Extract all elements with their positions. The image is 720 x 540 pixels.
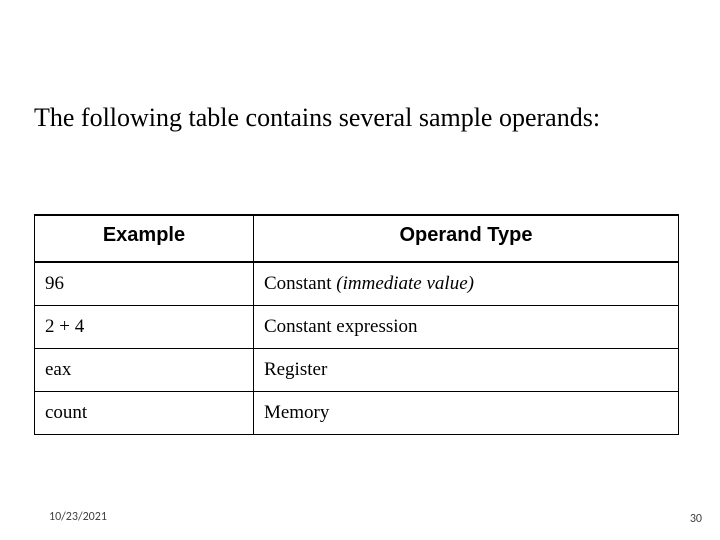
table-header-row: Example Operand Type <box>35 215 679 262</box>
operand-table: Example Operand Type 96 Constant (immedi… <box>34 214 679 435</box>
table-row: count Memory <box>35 392 679 435</box>
col-header-operand-type: Operand Type <box>253 215 678 262</box>
type-text: Constant <box>264 273 336 294</box>
footer-page-number: 30 <box>690 512 702 526</box>
operand-table-wrap: Example Operand Type 96 Constant (immedi… <box>34 214 679 435</box>
table-row: eax Register <box>35 349 679 392</box>
type-text: Memory <box>264 402 329 423</box>
type-text: Register <box>264 359 327 380</box>
cell-type: Register <box>253 349 678 392</box>
table-row: 2 + 4 Constant expression <box>35 306 679 349</box>
type-italic: (immediate value) <box>336 273 474 294</box>
cell-example: count <box>35 392 254 435</box>
slide: The following table contains several sam… <box>0 0 720 540</box>
type-text: Constant expression <box>264 316 418 337</box>
cell-example: eax <box>35 349 254 392</box>
cell-type: Constant expression <box>253 306 678 349</box>
cell-example: 96 <box>35 262 254 306</box>
cell-example: 2 + 4 <box>35 306 254 349</box>
cell-type: Memory <box>253 392 678 435</box>
table-row: 96 Constant (immediate value) <box>35 262 679 306</box>
col-header-example: Example <box>35 215 254 262</box>
intro-text: The following table contains several sam… <box>34 92 674 144</box>
cell-type: Constant (immediate value) <box>253 262 678 306</box>
footer-date: 10/23/2021 <box>49 510 107 524</box>
